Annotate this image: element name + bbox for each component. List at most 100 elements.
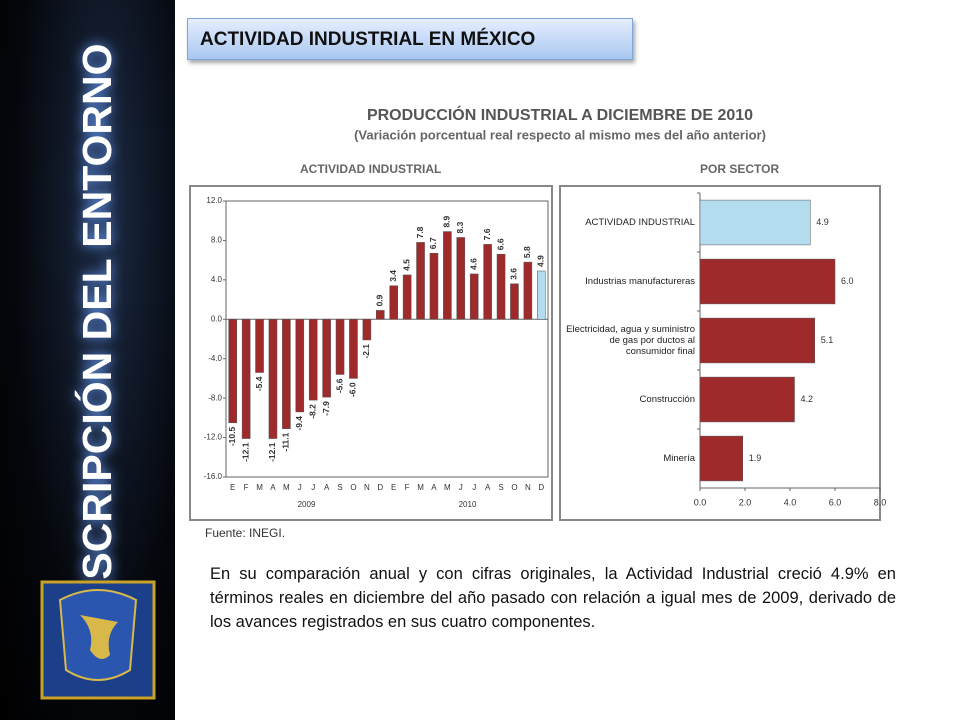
- bar: [362, 319, 372, 341]
- value-label: -2.1: [361, 344, 371, 359]
- category-label: Industrias manufactureras: [585, 276, 695, 287]
- bar: [268, 319, 278, 439]
- value-label: 1.9: [749, 453, 762, 463]
- bar: [335, 319, 345, 375]
- chart-title: POR SECTOR: [700, 162, 779, 176]
- bar: [699, 199, 811, 246]
- x-tick-label: O: [350, 483, 356, 492]
- value-label: -5.4: [254, 376, 264, 391]
- value-label: 7.6: [482, 228, 492, 240]
- x-tick-label: E: [230, 483, 235, 492]
- y-tick-label: 12.0: [206, 196, 222, 205]
- x-tick-label: D: [377, 483, 383, 492]
- bar: [469, 273, 479, 320]
- bar: [443, 231, 452, 320]
- x-tick-label: A: [431, 483, 437, 492]
- value-label: 4.9: [816, 217, 829, 227]
- value-label: 5.1: [821, 335, 834, 345]
- category-label: Construcción: [639, 394, 695, 405]
- value-label: -9.4: [294, 416, 304, 431]
- value-label: 7.8: [415, 226, 425, 238]
- sidebar-title: DESCRIPCIÓN DEL ENTORNO: [74, 43, 120, 636]
- value-label: 3.6: [509, 268, 519, 280]
- bar: [523, 261, 533, 320]
- source: Fuente: INEGI.: [205, 526, 285, 540]
- bar: [416, 242, 425, 320]
- x-tick-label: E: [391, 483, 396, 492]
- value-label: 4.2: [801, 394, 814, 404]
- value-label: -8.2: [307, 404, 317, 419]
- x-tick-label: 6.0: [829, 497, 842, 507]
- bar: [456, 237, 466, 320]
- bar: [376, 310, 385, 320]
- x-tick-label: 2.0: [739, 497, 752, 507]
- value-label: 6.7: [428, 237, 438, 249]
- x-tick-label: J: [311, 483, 315, 492]
- y-tick-label: 8.0: [211, 236, 223, 245]
- bar: [228, 319, 237, 424]
- x-tick-label: J: [298, 483, 302, 492]
- bar: [699, 317, 815, 364]
- value-label: -11.1: [281, 432, 291, 451]
- bar: [322, 319, 331, 398]
- chart-title: ACTIVIDAD INDUSTRIAL: [300, 162, 441, 176]
- y-tick-label: ACTIVIDAD INDUSTRIAL: [585, 217, 695, 228]
- x-tick-label: O: [511, 483, 517, 492]
- value-label: 6.0: [841, 276, 854, 286]
- value-label: 5.8: [522, 246, 532, 258]
- bar: [537, 270, 546, 320]
- bar: [496, 253, 506, 320]
- y-tick-label: 4.0: [211, 275, 223, 284]
- x-tick-label: A: [485, 483, 491, 492]
- category-label: Electricidad, agua y suministro de gas p…: [566, 324, 695, 357]
- y-tick-label: -4.0: [208, 354, 222, 363]
- bar: [429, 252, 439, 320]
- bar: [483, 244, 492, 320]
- value-label: -7.9: [321, 401, 331, 416]
- bar: [295, 319, 305, 413]
- x-tick-label: M: [417, 483, 424, 492]
- x-tick-label: S: [498, 483, 503, 492]
- y-tick-label: Minería: [663, 453, 695, 464]
- y-tick-label: Electricidad, agua y suministro de gas p…: [566, 324, 695, 357]
- y-tick-label: 0.0: [211, 314, 223, 323]
- header: ACTIVIDAD INDUSTRIAL EN MÉXICO: [187, 18, 633, 60]
- y-tick-label: Construcción: [639, 394, 695, 405]
- plot-frame: [225, 200, 549, 478]
- bar: [308, 319, 318, 401]
- figure-title: PRODUCCIÓN INDUSTRIAL A DICIEMBRE DE 201…: [367, 105, 753, 124]
- x-tick-label: 0.0: [694, 497, 707, 507]
- x-tick-label: D: [538, 483, 544, 492]
- value-label: -10.5: [227, 427, 237, 447]
- category-label: Minería: [663, 453, 695, 464]
- value-label: -6.0: [348, 382, 358, 397]
- bar: [510, 283, 519, 320]
- value-label: -12.1: [267, 442, 277, 462]
- bar: [241, 319, 251, 439]
- y-tick-label: -16.0: [204, 472, 223, 481]
- x-tick-label: M: [256, 483, 263, 492]
- bar: [699, 258, 836, 305]
- x-tick-label: A: [324, 483, 330, 492]
- x-tick-label: S: [337, 483, 342, 492]
- value-label: 4.9: [536, 255, 546, 267]
- bar: [349, 319, 358, 379]
- value-label: 3.4: [388, 270, 398, 282]
- value-label: -12.1: [240, 442, 250, 462]
- x-tick-label: M: [283, 483, 290, 492]
- y-tick-label: -8.0: [208, 393, 222, 402]
- x-tick-label: F: [405, 483, 410, 492]
- value-label: 8.9: [442, 215, 452, 227]
- x-tick-label: M: [444, 483, 451, 492]
- value-label: 0.9: [375, 294, 385, 306]
- x-tick-label: N: [364, 483, 370, 492]
- value-label: 4.6: [468, 258, 478, 270]
- bar: [699, 435, 743, 482]
- x-tick-label: A: [270, 483, 276, 492]
- bar: [255, 319, 264, 373]
- x-tick-label: 4.0: [784, 497, 797, 507]
- x-tick-label: J: [459, 483, 463, 492]
- figure-subtitle: (Variación porcentual real respecto al m…: [354, 127, 766, 142]
